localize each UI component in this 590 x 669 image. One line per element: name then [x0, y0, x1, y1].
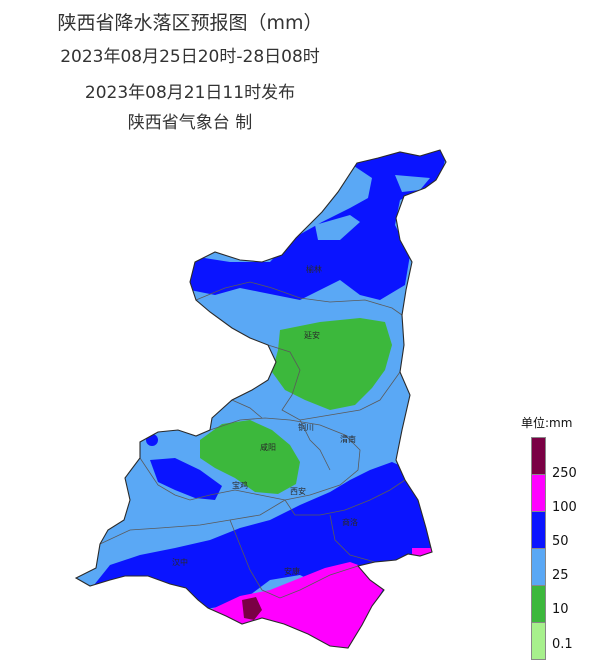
- legend-label-50: 50: [552, 534, 569, 549]
- city-label-xianyang: 咸阳: [260, 442, 276, 452]
- legend-swatch-50-100: [531, 511, 546, 549]
- legend-label-0-1: 0.1: [552, 637, 573, 652]
- legend-label-25: 25: [552, 568, 569, 583]
- zone-above-250: [242, 597, 262, 620]
- legend-label-250: 250: [552, 466, 577, 481]
- legend-swatch-100-250: [531, 474, 546, 512]
- city-label-tongchuan: 铜川: [298, 422, 314, 432]
- city-label-xian: 西安: [290, 486, 306, 496]
- map-title: 陕西省降水落区预报图（mm）: [57, 12, 323, 34]
- legend-label-10: 10: [552, 602, 569, 617]
- zone-10-25-guanzhong: [200, 420, 300, 494]
- zone-100-250: [210, 562, 384, 648]
- legend-unit: 单位:mm: [521, 416, 573, 430]
- city-label-yulin: 榆林: [306, 264, 322, 274]
- legend-swatch-above-250: [531, 437, 546, 475]
- city-label-ankang: 安康: [284, 566, 300, 576]
- zone-10-25-yanan: [272, 318, 392, 410]
- forecast-period: 2023年08月25日20时-28日08时: [60, 47, 320, 67]
- rainfall-zones: [76, 150, 446, 648]
- city-label-baoji: 宝鸡: [232, 480, 248, 490]
- issue-time: 2023年08月21日11时发布: [84, 83, 296, 103]
- zone-50-100-west: [150, 458, 222, 500]
- city-label-shangluo: 商洛: [342, 517, 358, 527]
- legend-label-100: 100: [552, 500, 577, 515]
- city-label-weinan: 渭南: [340, 434, 356, 444]
- zone-50-100-north: [185, 150, 446, 300]
- city-label-yanan: 延安: [304, 330, 320, 340]
- issuing-agency: 陕西省气象台 制: [127, 113, 253, 133]
- province-border: [74, 149, 447, 649]
- legend-swatch-0-10: [531, 622, 546, 660]
- legend-swatch-25-50: [531, 548, 546, 586]
- legend-swatch-10-25: [531, 585, 546, 623]
- city-boundaries: [99, 281, 406, 599]
- city-label-hanzhong: 汉中: [172, 557, 188, 567]
